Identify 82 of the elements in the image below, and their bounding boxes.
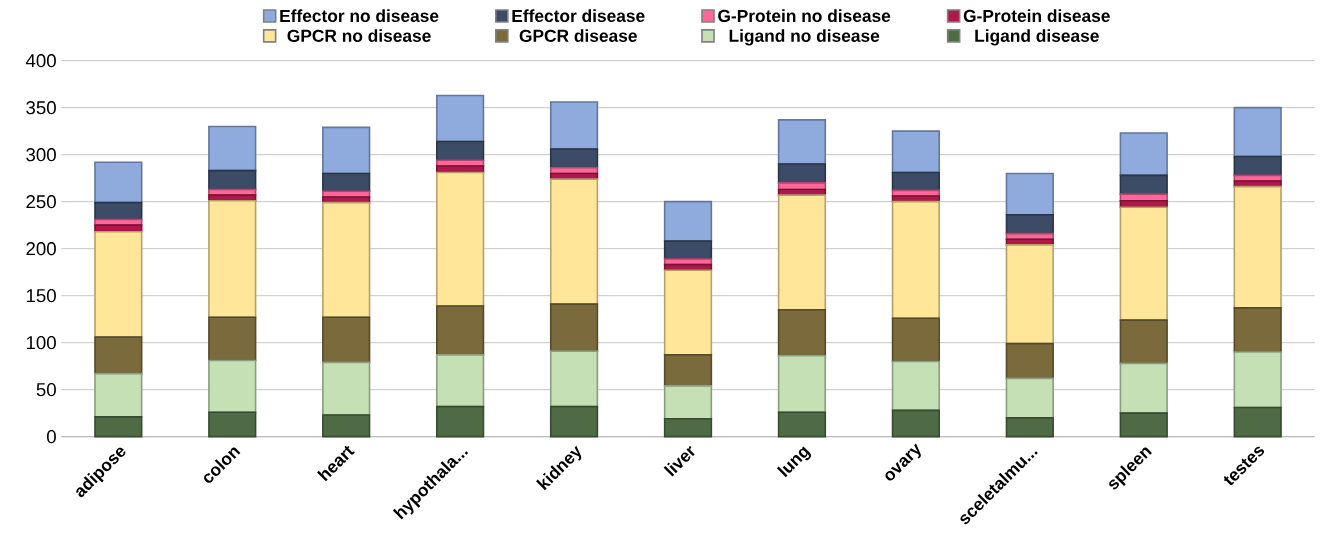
legend-label: Effector disease <box>512 9 645 23</box>
bar <box>322 126 371 175</box>
y-tick-label: 350 <box>26 101 56 115</box>
bar <box>208 316 257 362</box>
bar <box>322 316 371 364</box>
bar <box>891 200 941 320</box>
bar <box>549 350 599 408</box>
bar <box>663 417 713 438</box>
bar <box>436 94 485 143</box>
bar <box>777 355 827 414</box>
legend-label: GPCR no disease <box>287 29 431 42</box>
bar <box>549 405 599 438</box>
bar <box>208 411 257 438</box>
bar <box>208 125 257 172</box>
bar <box>1119 132 1168 177</box>
bar <box>891 317 941 363</box>
y-tick-label: 300 <box>26 148 56 162</box>
bar <box>777 163 827 184</box>
bar <box>891 130 941 174</box>
bar <box>94 336 143 375</box>
bar <box>436 171 485 307</box>
y-tick-label: 200 <box>26 242 56 256</box>
legend-label: G-Protein no disease <box>718 9 891 23</box>
y-tick-label: 250 <box>26 195 56 209</box>
bar <box>777 308 827 357</box>
bar <box>322 172 371 193</box>
bar <box>1233 185 1282 309</box>
bar <box>1005 417 1054 438</box>
bar <box>1233 155 1282 177</box>
bar <box>777 411 827 438</box>
legend-label: GPCR disease <box>519 29 637 42</box>
y-tick-label: 400 <box>25 54 56 68</box>
bar <box>436 405 485 438</box>
y-tick-label: 150 <box>26 289 56 303</box>
bar <box>777 119 827 165</box>
bar <box>1233 106 1282 158</box>
bar <box>322 201 371 319</box>
bar <box>663 385 713 420</box>
bar <box>1119 362 1168 414</box>
bar <box>1233 351 1282 409</box>
bar <box>94 372 143 418</box>
bar <box>208 359 257 414</box>
bar <box>549 148 599 169</box>
y-tick-label: 0 <box>46 430 56 444</box>
bar <box>94 230 143 338</box>
bar <box>436 140 485 162</box>
bar <box>436 305 485 356</box>
legend-label: Ligand no disease <box>729 29 880 46</box>
bar <box>1005 172 1054 216</box>
bar <box>1233 406 1282 438</box>
bar <box>1119 412 1168 438</box>
bar <box>1005 342 1054 380</box>
bar <box>94 201 143 221</box>
legend-label: Ligand disease <box>975 29 1099 46</box>
bar <box>663 354 713 387</box>
bar <box>1119 206 1168 321</box>
bar <box>663 200 713 242</box>
bar <box>94 416 143 438</box>
bar <box>322 361 371 416</box>
bar <box>322 414 371 438</box>
bar <box>94 161 143 204</box>
bar <box>549 178 599 305</box>
bar <box>208 169 257 191</box>
legend-label: Effector no disease <box>280 9 439 23</box>
y-tick-label: 50 <box>36 383 56 397</box>
bar <box>777 194 827 311</box>
bar <box>1005 244 1054 345</box>
bar <box>1005 377 1054 419</box>
bar <box>549 303 599 352</box>
bar <box>208 199 257 319</box>
bar <box>891 171 941 192</box>
bar <box>436 354 485 408</box>
bar <box>663 269 713 356</box>
bar <box>891 360 941 412</box>
legend-label: G-Protein disease <box>963 9 1110 23</box>
y-tick-label: 100 <box>26 336 56 350</box>
bar <box>891 409 941 438</box>
bar <box>1005 214 1054 235</box>
bar <box>549 101 599 150</box>
bar <box>663 240 713 260</box>
bar <box>1119 319 1168 365</box>
bar <box>1233 307 1282 353</box>
